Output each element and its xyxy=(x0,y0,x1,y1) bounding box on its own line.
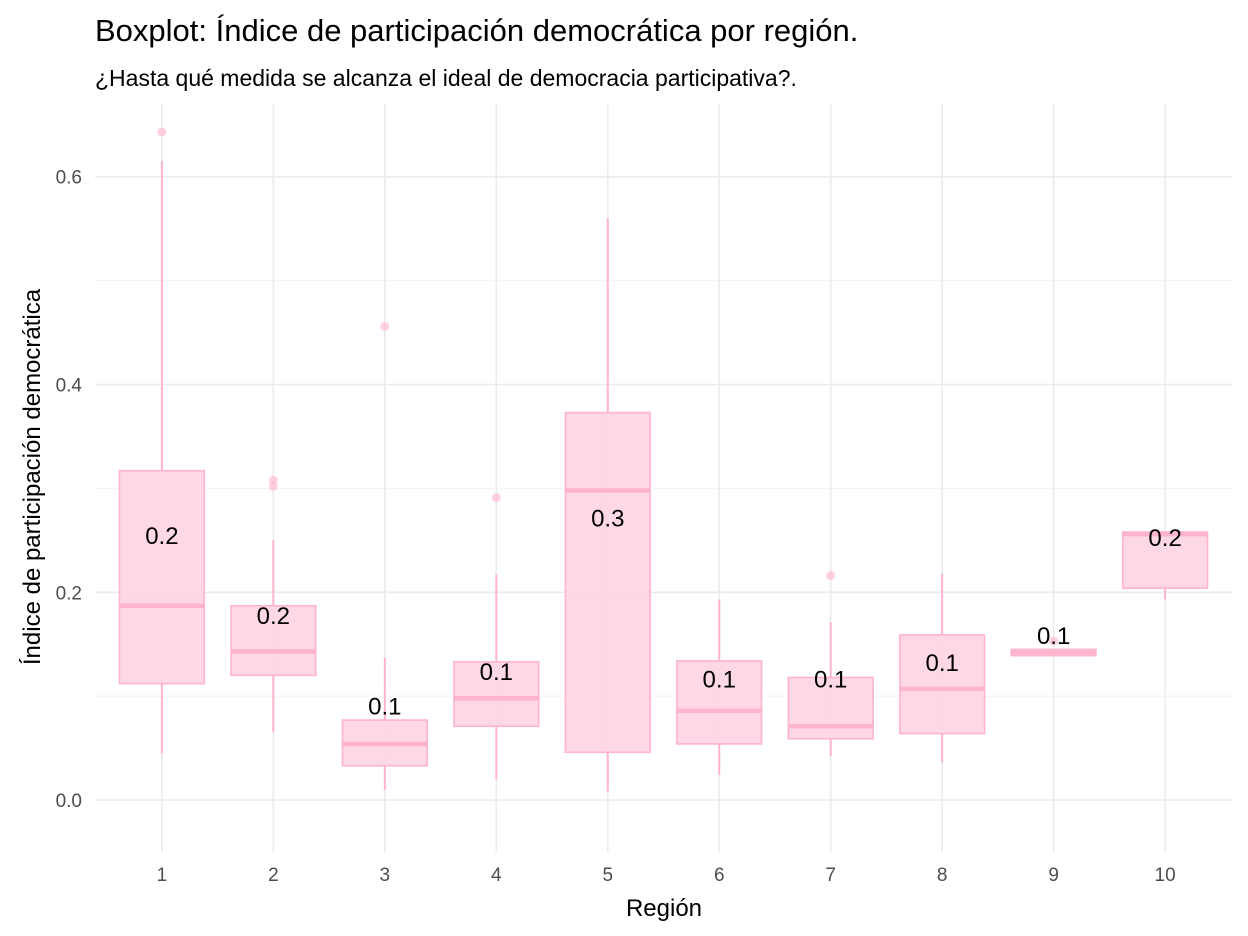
y-axis-ticks: 0.0 0.2 0.4 0.6 xyxy=(56,168,83,812)
box-iqr xyxy=(230,604,317,677)
outlier-point xyxy=(380,321,390,331)
box-iqr xyxy=(899,634,986,735)
box-region-3 xyxy=(341,321,428,790)
data-label-region-9: 0.1 xyxy=(1037,623,1070,650)
box-iqr xyxy=(453,661,540,728)
x-tick-label: 9 xyxy=(1048,865,1059,886)
x-tick-label: 8 xyxy=(937,865,948,886)
y-axis-title: Índice de participación democrática xyxy=(19,288,46,665)
y-tick-label: 0.0 xyxy=(56,791,82,812)
box-iqr xyxy=(118,469,206,685)
box-region-4 xyxy=(453,493,540,780)
grid-lines xyxy=(95,104,1232,852)
data-label-region-3: 0.1 xyxy=(368,694,401,721)
outlier-point xyxy=(268,481,278,491)
box-region-1 xyxy=(118,127,206,754)
box-iqr xyxy=(787,676,874,740)
box-iqr xyxy=(564,411,651,754)
data-label-region-1: 0.2 xyxy=(145,523,178,550)
data-label-region-4: 0.1 xyxy=(480,659,513,686)
box-region-9 xyxy=(1010,636,1097,657)
box-region-5 xyxy=(564,218,651,792)
y-tick-label: 0.4 xyxy=(56,376,83,397)
outlier-point xyxy=(491,493,501,503)
data-labels: 0.2 0.2 0.1 0.1 0.3 0.1 0.1 0.1 0.1 0.2 xyxy=(145,505,1182,720)
outlier-point xyxy=(1049,636,1059,646)
box-region-8 xyxy=(899,573,986,763)
box-region-6 xyxy=(676,599,763,776)
x-axis-ticks: 1 2 3 4 5 6 7 8 9 10 xyxy=(157,865,1176,886)
data-label-region-10: 0.2 xyxy=(1148,525,1181,552)
x-tick-label: 1 xyxy=(157,865,168,886)
box-iqr xyxy=(676,660,763,745)
data-label-region-2: 0.2 xyxy=(257,603,290,630)
data-label-region-7: 0.1 xyxy=(814,667,847,694)
outlier-point xyxy=(826,571,836,581)
data-label-region-8: 0.1 xyxy=(925,650,958,677)
x-tick-label: 5 xyxy=(602,865,613,886)
x-tick-label: 2 xyxy=(268,865,279,886)
box-region-7 xyxy=(787,571,874,757)
box-region-2 xyxy=(230,475,317,733)
y-tick-label: 0.6 xyxy=(56,168,82,189)
x-tick-label: 6 xyxy=(714,865,725,886)
x-tick-label: 4 xyxy=(491,865,502,886)
chart-title: Boxplot: Índice de participación democrá… xyxy=(95,13,858,48)
x-tick-label: 7 xyxy=(825,865,836,886)
y-tick-label: 0.2 xyxy=(56,583,82,604)
x-tick-label: 10 xyxy=(1155,865,1176,886)
outlier-point xyxy=(157,127,167,137)
box-region-10 xyxy=(1121,531,1209,600)
data-label-region-5: 0.3 xyxy=(591,505,624,532)
outlier-point xyxy=(268,475,278,485)
chart-subtitle: ¿Hasta qué medida se alcanza el ideal de… xyxy=(95,65,797,91)
x-axis-title: Región xyxy=(626,895,702,922)
boxes xyxy=(118,127,1209,792)
x-tick-label: 3 xyxy=(380,865,391,886)
data-label-region-6: 0.1 xyxy=(703,667,736,694)
